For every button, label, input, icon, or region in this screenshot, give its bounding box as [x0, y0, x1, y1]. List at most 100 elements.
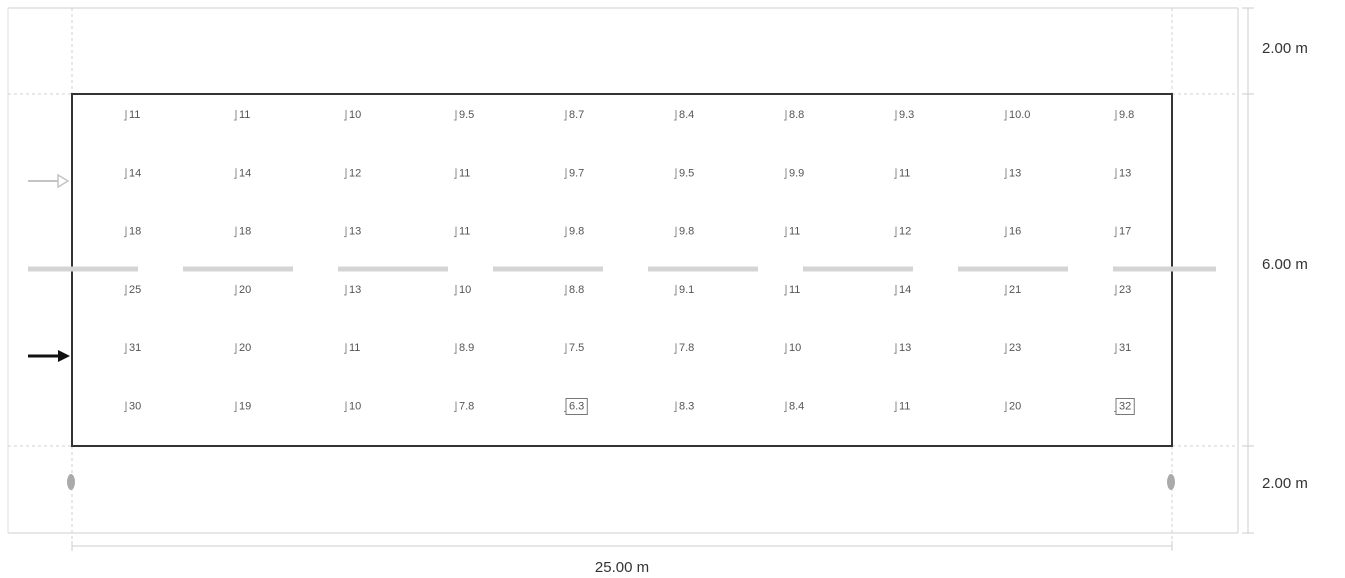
grid-point-marker: [894, 284, 897, 296]
grid-value: 14: [239, 167, 251, 179]
grid-value: 11: [459, 226, 470, 238]
grid-point-marker: [344, 168, 347, 179]
grid-value: 8.3: [679, 401, 694, 413]
grid-value: 20: [239, 284, 251, 296]
grid-point-marker: [124, 226, 127, 238]
grid-point: 10: [344, 401, 361, 413]
grid-point: 11: [454, 167, 470, 179]
grid-point-marker: [674, 226, 677, 238]
grid-value: 20: [239, 342, 251, 354]
grid-value: 23: [1119, 284, 1131, 296]
grid-value: 12: [899, 226, 911, 238]
grid-point: 20: [234, 284, 251, 296]
grid-point: 18: [124, 226, 141, 238]
traffic-direction-arrow-lower: [28, 350, 70, 362]
grid-point: 11: [344, 342, 360, 354]
grid-point: 11: [784, 226, 800, 238]
grid-value: 9.1: [679, 284, 694, 296]
bottom-band-dimension-label: 2.00 m: [1262, 475, 1308, 492]
grid-point: 9.9: [784, 167, 804, 179]
grid-value: 9.5: [459, 109, 474, 121]
grid-value: 10: [349, 401, 361, 413]
grid-point-marker: [784, 110, 787, 121]
grid-point-marker: [234, 343, 237, 354]
grid-point-marker: [1114, 343, 1117, 354]
grid-point: 7.5: [564, 342, 584, 354]
grid-point: 13: [344, 284, 361, 296]
grid-point-marker: [344, 226, 347, 238]
grid-value: 19: [239, 401, 251, 413]
grid-point-marker: [784, 168, 787, 179]
grid-point-marker: [124, 401, 127, 412]
grid-value: 9.3: [899, 109, 914, 121]
grid-value: 10: [789, 342, 801, 354]
grid-value: 13: [1119, 167, 1131, 179]
grid-value: 16: [1009, 226, 1021, 238]
grid-point: 14: [234, 167, 251, 179]
grid-point: 23: [1114, 284, 1131, 296]
grid-point: 9.3: [894, 109, 914, 121]
grid-point: 23: [1004, 342, 1021, 354]
grid-value: 11: [899, 167, 910, 179]
grid-point: 18: [234, 226, 251, 238]
grid-value: 30: [129, 401, 141, 413]
grid-point-marker: [344, 343, 347, 354]
grid-value: 7.8: [459, 401, 474, 413]
grid-value: 12: [349, 167, 361, 179]
grid-point-marker: [234, 226, 237, 238]
grid-point-marker: [894, 168, 897, 179]
illuminance-value-grid: 11 11 10 9.5 8.7 8.4 8.8 9.3 10.0 9.8 14 14 12 11 9.7 9…: [124, 109, 1135, 415]
grid-point: 10.0: [1004, 109, 1030, 121]
grid-point: 8.8: [784, 109, 804, 121]
grid-point: 8.4: [784, 401, 804, 413]
grid-point-marker: [344, 401, 347, 412]
grid-point-marker: [894, 343, 897, 354]
grid-point-marker: [674, 110, 677, 121]
grid-point-marker: [1004, 110, 1007, 121]
grid-point-marker: [674, 401, 677, 412]
grid-value: 18: [239, 226, 251, 238]
grid-point: 8.4: [674, 109, 694, 121]
grid-point: 8.8: [564, 284, 584, 296]
grid-point-marker: [674, 343, 677, 354]
luminaire-icon-right: [1167, 474, 1175, 490]
traffic-direction-arrow-upper: [28, 173, 70, 189]
grid-point: 9.1: [674, 284, 694, 296]
grid-point: 14: [124, 167, 141, 179]
grid-value: 10: [349, 109, 361, 121]
grid-point: 13: [1114, 167, 1131, 179]
extreme-value-box: [1115, 398, 1135, 415]
grid-point: 11: [894, 401, 910, 413]
grid-point: 11: [234, 109, 250, 121]
grid-point-marker: [1004, 284, 1007, 296]
grid-point: 10: [784, 342, 801, 354]
grid-point: 9.7: [564, 167, 584, 179]
grid-point-marker: [234, 401, 237, 412]
grid-point-marker: [894, 226, 897, 238]
grid-point-marker: [1004, 226, 1007, 238]
grid-point: 8.3: [674, 401, 694, 413]
grid-point: 11: [784, 284, 800, 296]
grid-point: 14: [894, 284, 911, 296]
grid-value: 9.7: [569, 167, 584, 179]
grid-point: 13: [894, 342, 911, 354]
grid-point: 8.7: [564, 109, 584, 121]
grid-value: 11: [129, 109, 140, 121]
grid-point: 19: [234, 401, 251, 413]
grid-point-marker: [1114, 110, 1117, 121]
grid-value: 8.9: [459, 342, 474, 354]
grid-value: 17: [1119, 226, 1131, 238]
luminaire-icon-left: [67, 474, 75, 490]
grid-point: 9.8: [564, 226, 584, 238]
grid-point-marker: [124, 110, 127, 121]
grid-value: 32: [1119, 401, 1131, 413]
grid-value: 23: [1009, 342, 1021, 354]
grid-point-marker: [1004, 168, 1007, 179]
grid-point-marker: [564, 168, 567, 179]
grid-point: 16: [1004, 226, 1021, 238]
grid-point: 6.3: [564, 398, 588, 415]
grid-point-marker: [894, 110, 897, 121]
grid-point-marker: [344, 284, 347, 296]
grid-value: 10: [459, 284, 471, 296]
grid-point-marker: [344, 110, 347, 121]
